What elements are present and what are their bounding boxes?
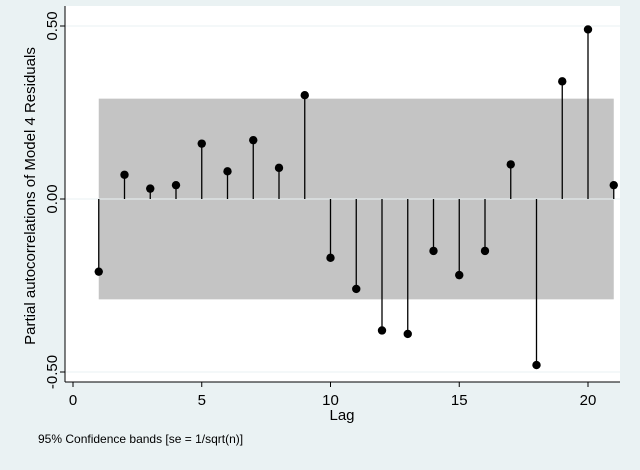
y-tick-label-2: 0.50	[44, 11, 61, 40]
stems-layer	[94, 25, 618, 370]
y-axis-title: Partial autocorrelations of Model 4 Resi…	[22, 47, 39, 345]
x-tick-label-2: 10	[322, 392, 339, 409]
point-lag-2	[120, 170, 129, 179]
point-lag-13	[403, 329, 412, 339]
point-lag-6	[223, 167, 232, 176]
x-tick-label-1: 5	[198, 392, 206, 409]
point-lag-12	[377, 326, 387, 335]
grid-layer	[65, 25, 620, 373]
point-lag-5	[197, 139, 206, 148]
x-tick-label-4: 20	[580, 392, 597, 409]
point-lag-7	[249, 135, 258, 145]
point-lag-14	[429, 246, 438, 256]
point-lag-8	[274, 163, 284, 173]
y-tick-label-1: 0.00	[44, 184, 61, 213]
x-axis-title: Lag	[329, 407, 354, 424]
point-lag-17	[506, 160, 515, 169]
x-tick-label-3: 15	[451, 392, 468, 409]
y-tick-label-0: -0.50	[44, 355, 61, 389]
point-lag-3	[146, 184, 155, 193]
point-lag-9	[300, 91, 309, 100]
point-lag-18	[532, 360, 541, 370]
point-lag-20	[583, 25, 593, 34]
point-lag-11	[352, 284, 361, 294]
point-lag-19	[558, 77, 567, 86]
point-lag-16	[480, 246, 490, 256]
point-lag-10	[326, 253, 335, 263]
axes-layer: -0.50 0.00 0.50 0 5 10 15 20	[44, 6, 620, 409]
x-tick-label-0: 0	[69, 392, 77, 409]
point-lag-15	[455, 270, 464, 280]
confidence-band-note: 95% Confidence bands [se = 1/sqrt(n)]	[38, 432, 243, 446]
point-lag-21	[609, 180, 618, 190]
point-lag-1	[94, 267, 103, 276]
point-lag-4	[171, 180, 181, 190]
